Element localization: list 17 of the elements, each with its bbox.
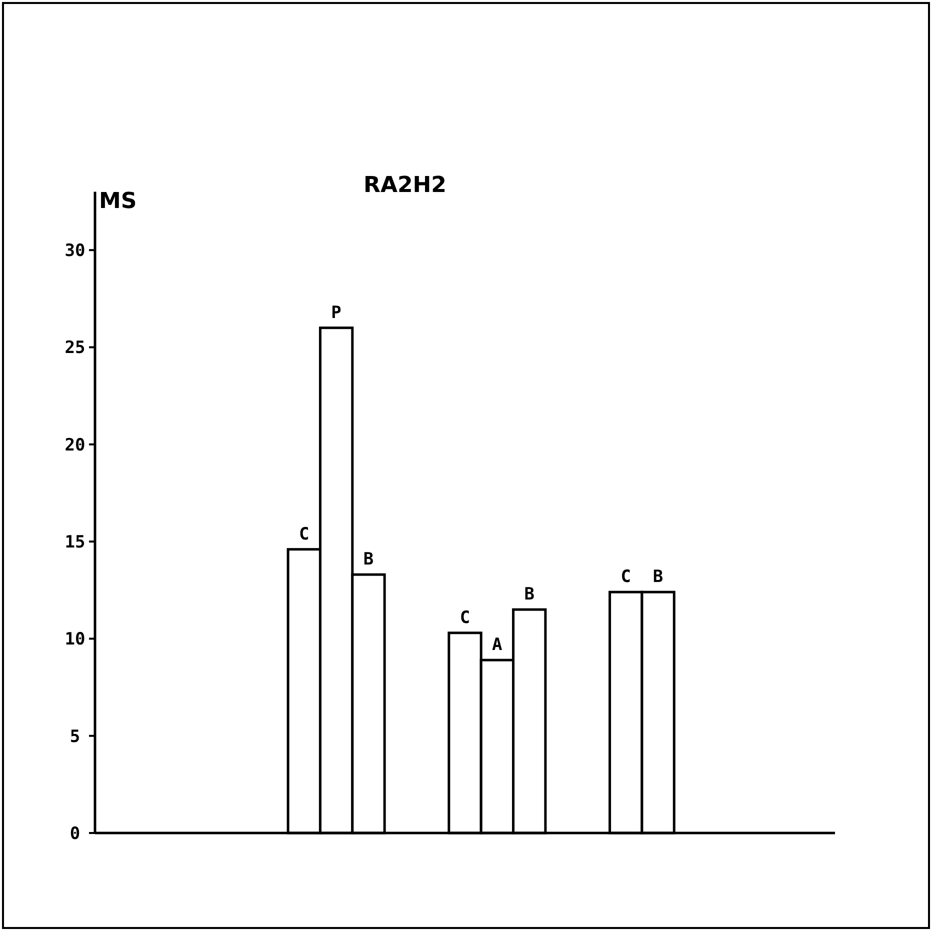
- x-tick-label: A: [492, 635, 502, 656]
- x-tick-label: B: [363, 550, 374, 570]
- chart-title: RA2H2: [364, 173, 446, 198]
- y-tick-label: 15: [64, 532, 86, 552]
- y-tick-label: 25: [64, 338, 86, 358]
- x-tick-label: P: [331, 302, 342, 323]
- x-tick-label: B: [652, 567, 664, 588]
- y-axis-title: MS: [99, 189, 137, 214]
- x-tick-label: C: [299, 524, 310, 544]
- y-tick-label: 30: [64, 241, 86, 262]
- y-tick-label: 5: [70, 726, 80, 747]
- y-tick-label: 20: [64, 435, 86, 456]
- x-tick-label: C: [460, 608, 470, 628]
- x-tick-label: B: [524, 584, 534, 605]
- y-tick-label: 0: [70, 824, 80, 844]
- y-tick-label: 10: [64, 630, 86, 650]
- x-tick-label: C: [620, 567, 631, 588]
